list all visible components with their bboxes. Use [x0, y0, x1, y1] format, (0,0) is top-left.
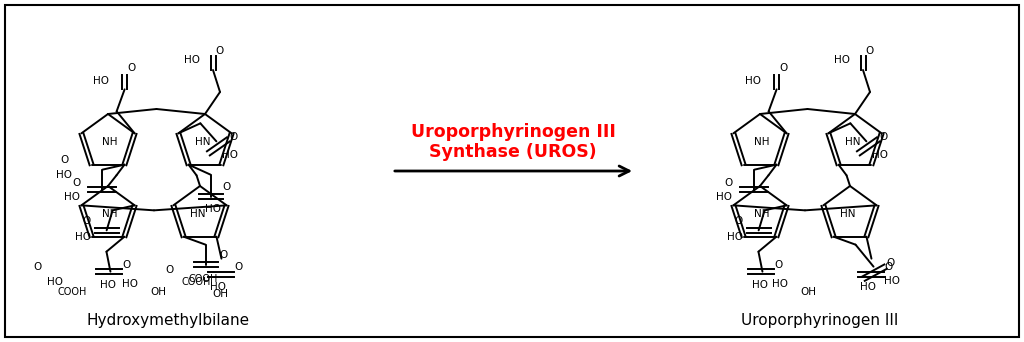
Text: O: O	[866, 46, 874, 56]
Text: HO: HO	[184, 55, 200, 65]
Text: O: O	[234, 262, 243, 272]
Text: HN: HN	[196, 137, 211, 147]
Text: HN: HN	[190, 209, 206, 219]
Text: HO: HO	[47, 277, 63, 287]
Text: HO: HO	[753, 280, 768, 290]
Text: O: O	[880, 132, 888, 142]
Text: HN: HN	[845, 137, 861, 147]
Text: Synthase (UROS): Synthase (UROS)	[429, 143, 597, 161]
Text: HO: HO	[65, 192, 81, 202]
Text: O: O	[779, 63, 787, 73]
Text: O: O	[60, 155, 69, 165]
Text: HO: HO	[75, 232, 91, 242]
Text: OH: OH	[150, 287, 166, 297]
Text: O: O	[885, 262, 893, 272]
Text: HN: HN	[841, 209, 856, 219]
Text: O: O	[774, 260, 782, 269]
Text: O: O	[734, 216, 742, 226]
Text: O: O	[222, 182, 230, 192]
Text: O: O	[122, 260, 131, 269]
Text: HO: HO	[205, 203, 220, 214]
Text: NH: NH	[102, 209, 118, 219]
Text: COOH: COOH	[181, 277, 211, 287]
Text: NH: NH	[102, 137, 118, 147]
Text: O: O	[82, 216, 91, 226]
Text: O: O	[219, 250, 227, 260]
Text: HO: HO	[834, 55, 850, 65]
Text: NH: NH	[755, 137, 770, 147]
Text: O: O	[128, 63, 136, 73]
Text: HO: HO	[744, 76, 761, 86]
Text: O: O	[216, 46, 224, 56]
Text: HO: HO	[100, 280, 117, 290]
Text: HO: HO	[122, 279, 138, 289]
Text: HO: HO	[772, 279, 788, 289]
Text: O: O	[34, 262, 42, 272]
Text: HO: HO	[222, 150, 239, 160]
Text: Hydroxymethylbilane: Hydroxymethylbilane	[86, 313, 250, 328]
Text: O: O	[229, 132, 238, 142]
Text: O: O	[73, 177, 81, 188]
Text: HO: HO	[872, 150, 889, 160]
Text: OH: OH	[800, 287, 816, 297]
Text: HO: HO	[92, 76, 109, 86]
Text: O: O	[887, 258, 895, 268]
Text: Uroporphyrinogen III: Uroporphyrinogen III	[741, 313, 899, 328]
Text: COOH: COOH	[57, 287, 87, 297]
Text: O: O	[724, 177, 732, 188]
Text: HO: HO	[56, 170, 73, 180]
Text: HO: HO	[717, 192, 732, 202]
Text: OH: OH	[212, 289, 228, 299]
Text: Uroporphyrinogen III: Uroporphyrinogen III	[411, 123, 615, 141]
Text: O: O	[166, 265, 174, 275]
Text: HO: HO	[884, 276, 899, 286]
Text: HO: HO	[211, 282, 226, 292]
Text: HO: HO	[860, 282, 877, 292]
Text: HO: HO	[727, 232, 742, 242]
Text: COOH: COOH	[188, 274, 218, 284]
Text: NH: NH	[755, 209, 770, 219]
